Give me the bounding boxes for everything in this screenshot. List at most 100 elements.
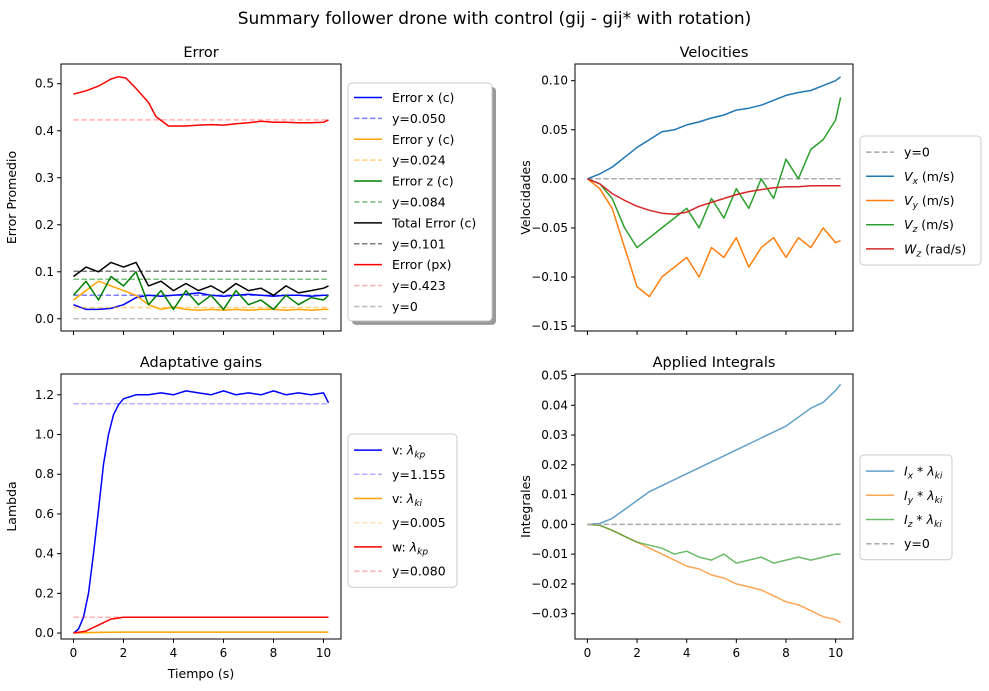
- y-tick-label: 0.4: [35, 547, 54, 561]
- legend-entry: Error x (c): [392, 90, 454, 105]
- y-tick-label: 0.8: [35, 467, 54, 481]
- y-tick-label: −0.03: [531, 607, 568, 621]
- plot-frame: [60, 373, 342, 640]
- series-group: [587, 383, 842, 624]
- legend-entry: y=0.024: [392, 153, 446, 168]
- series-group: [72, 75, 330, 320]
- legend-entry: Wz (rad/s): [904, 241, 966, 259]
- series-line-4: [72, 271, 330, 311]
- y-tick-label: −0.15: [531, 319, 568, 333]
- y-tick-label: 0.03: [541, 428, 568, 442]
- legend-entry: y=0.423: [392, 278, 446, 293]
- x-tick-label: 6: [220, 646, 228, 660]
- legend-box: [347, 433, 458, 588]
- legend-entry: y=0.084: [392, 194, 446, 209]
- legend: y=0 Vx (m/s) Vy (m/s) Vz (m/s) Wz (rad/s): [859, 135, 982, 266]
- legend: Ix * λki Iy * λki Iz * λki y=0: [859, 454, 953, 561]
- x-tick-label: 2: [120, 646, 128, 660]
- legend-entry: y=0: [904, 145, 930, 160]
- chart-title: Adaptative gains: [140, 355, 262, 371]
- x-tick-label: 6: [733, 646, 741, 660]
- y-tick-label: 0.5: [35, 77, 54, 91]
- x-tick-label: 8: [782, 646, 790, 660]
- series-line-1: [587, 76, 842, 180]
- legend-entry: v: λkp: [392, 443, 426, 461]
- legend-entry: y=0.101: [392, 236, 446, 251]
- legend-entry: Error z (c): [392, 174, 454, 189]
- y-tick-label: 0.04: [541, 398, 568, 412]
- y-tick-label: 0.0: [35, 312, 54, 326]
- chart-title: Applied Integrals: [653, 355, 776, 371]
- y-tick-label: −0.01: [531, 547, 568, 561]
- y-tick-label: 1.2: [35, 388, 54, 402]
- legend-entry: Iz * λki: [904, 512, 942, 530]
- legend: v: λkp y=1.155 v: λki y=0.005 w: λkp y=0.080: [347, 433, 458, 588]
- legend-entry: y=1.155: [392, 467, 446, 482]
- figure-title: Summary follower drone with control (gij…: [238, 9, 752, 29]
- plot-frame: [574, 63, 854, 332]
- series-line-2: [73, 280, 329, 312]
- x-tick-label: 8: [270, 646, 278, 660]
- chart-integrals: 0 2 4 6 8 10 −0.03 −0.02 −0.01 0.00 0.01 0.02 0.03 0.…: [518, 355, 953, 660]
- y-tick-label: 0.02: [541, 458, 568, 472]
- legend-entry: Error (px): [392, 257, 452, 272]
- y-tick-label: 0.10: [541, 74, 568, 88]
- series-line-1: [587, 523, 841, 624]
- y-tick-label: 0.00: [541, 172, 568, 186]
- legend-entry: Vy (m/s): [904, 193, 955, 211]
- legend-entry: y=0: [904, 536, 930, 551]
- legend-box: [859, 454, 953, 561]
- x-tick-label: 4: [683, 646, 691, 660]
- x-tick-label: 0: [584, 646, 592, 660]
- legend-entry: y=0.005: [392, 515, 446, 530]
- y-axis-label: Error Promedio: [4, 151, 19, 244]
- series-line-8: [73, 75, 329, 127]
- y-tick-label: 0.2: [35, 218, 54, 232]
- y-tick-label: 0.3: [35, 171, 54, 185]
- series-group: [73, 390, 330, 634]
- series-line-4: [587, 178, 841, 215]
- legend-box: [859, 135, 982, 266]
- series-line-4: [73, 616, 329, 634]
- chart-velocities: −0.15 −0.10 −0.05 0.00 0.05 0.10 Velocities Vel…: [518, 45, 982, 335]
- x-tick-label: 10: [828, 646, 843, 660]
- series-line-3: [587, 97, 842, 249]
- y-tick-label: 0.01: [541, 488, 568, 502]
- series-line-0: [73, 390, 330, 634]
- legend-entry: Total Error (c): [391, 215, 476, 230]
- series-line-2: [73, 631, 329, 634]
- x-tick-label: 2: [633, 646, 641, 660]
- series-line-2: [586, 178, 841, 298]
- legend-entry: Ix * λki: [904, 464, 943, 482]
- legend-entry: Error y (c): [392, 132, 454, 147]
- y-tick-label: 0.00: [541, 517, 568, 531]
- x-tick-label: 0: [70, 646, 78, 660]
- legend-entry: Iy * λki: [904, 488, 943, 506]
- chart-panels: 0.0 0.1 0.2 0.3 0.4 0.5 Error Error Promedio Err…: [4, 45, 982, 681]
- legend-box: [347, 82, 493, 322]
- y-tick-label: 0.1: [35, 265, 54, 279]
- chart-gains: 0 2 4 6 8 10 0.0 0.2 0.4 0.6 0.8 1.0 1.2 Adaptative g…: [4, 355, 458, 681]
- x-axis-label: Tiempo (s): [167, 666, 234, 681]
- legend-entry: w: λkp: [392, 539, 428, 557]
- y-tick-label: 0.05: [541, 368, 568, 382]
- legend-entry: y=0.080: [392, 564, 446, 579]
- plot-frame: [574, 373, 854, 640]
- x-tick-label: 4: [170, 646, 178, 660]
- series-line-2: [587, 523, 841, 564]
- legend-entry: Vx (m/s): [904, 169, 955, 187]
- chart-title: Velocities: [680, 45, 749, 61]
- plot-frame: [60, 63, 342, 332]
- y-axis-label: Integrales: [518, 475, 533, 538]
- y-tick-label: −0.10: [531, 270, 568, 284]
- y-tick-label: 0.05: [541, 123, 568, 137]
- legend-entry: Vz (m/s): [904, 217, 954, 235]
- legend: Error x (c) y=0.050 Error y (c) y=0.024 Erro…: [347, 82, 496, 325]
- y-tick-label: 0.4: [35, 124, 54, 138]
- series-line-6: [73, 261, 329, 297]
- y-tick-label: −0.05: [531, 221, 568, 235]
- series-group: [586, 76, 842, 298]
- y-axis-label: Velocidades: [518, 160, 533, 234]
- series-line-0: [587, 383, 842, 526]
